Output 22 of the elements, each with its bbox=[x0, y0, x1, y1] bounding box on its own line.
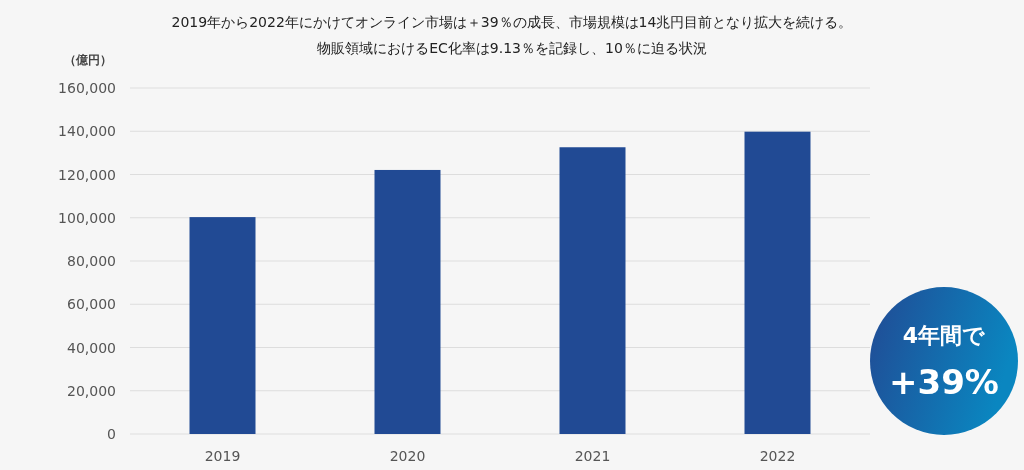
bar bbox=[559, 147, 626, 434]
y-tick-label: 160,000 bbox=[58, 80, 116, 96]
x-tick-label: 2021 bbox=[574, 448, 611, 464]
chart-title: 2019年から2022年にかけてオンライン市場は＋39％の成長、市場規模は14兆円目前となり拡大を続ける。 bbox=[171, 14, 853, 30]
chart-subtitle: 物販領域におけるEC化率は9.13％を記録し、10％に迫る状況 bbox=[317, 40, 707, 56]
y-axis-title: （億円） bbox=[64, 53, 112, 67]
bar bbox=[744, 131, 811, 434]
y-tick-label: 120,000 bbox=[58, 166, 116, 183]
y-tick-label: 60,000 bbox=[67, 296, 116, 313]
bar bbox=[189, 217, 256, 434]
text: 4年間で bbox=[902, 323, 986, 348]
x-tick-label: 2019 bbox=[204, 448, 241, 464]
y-tick-label: 100,000 bbox=[58, 209, 116, 226]
y-tick-label: 40,000 bbox=[67, 339, 116, 356]
text: +39% bbox=[889, 362, 999, 402]
x-tick-label: 2020 bbox=[389, 448, 426, 464]
y-tick-label: 0 bbox=[107, 426, 116, 442]
y-tick-label: 80,000 bbox=[67, 253, 116, 269]
y-tick-label: 20,000 bbox=[67, 382, 116, 399]
y-tick-label: 140,000 bbox=[58, 123, 116, 140]
bar bbox=[374, 169, 441, 434]
x-tick-label: 2022 bbox=[759, 448, 796, 464]
